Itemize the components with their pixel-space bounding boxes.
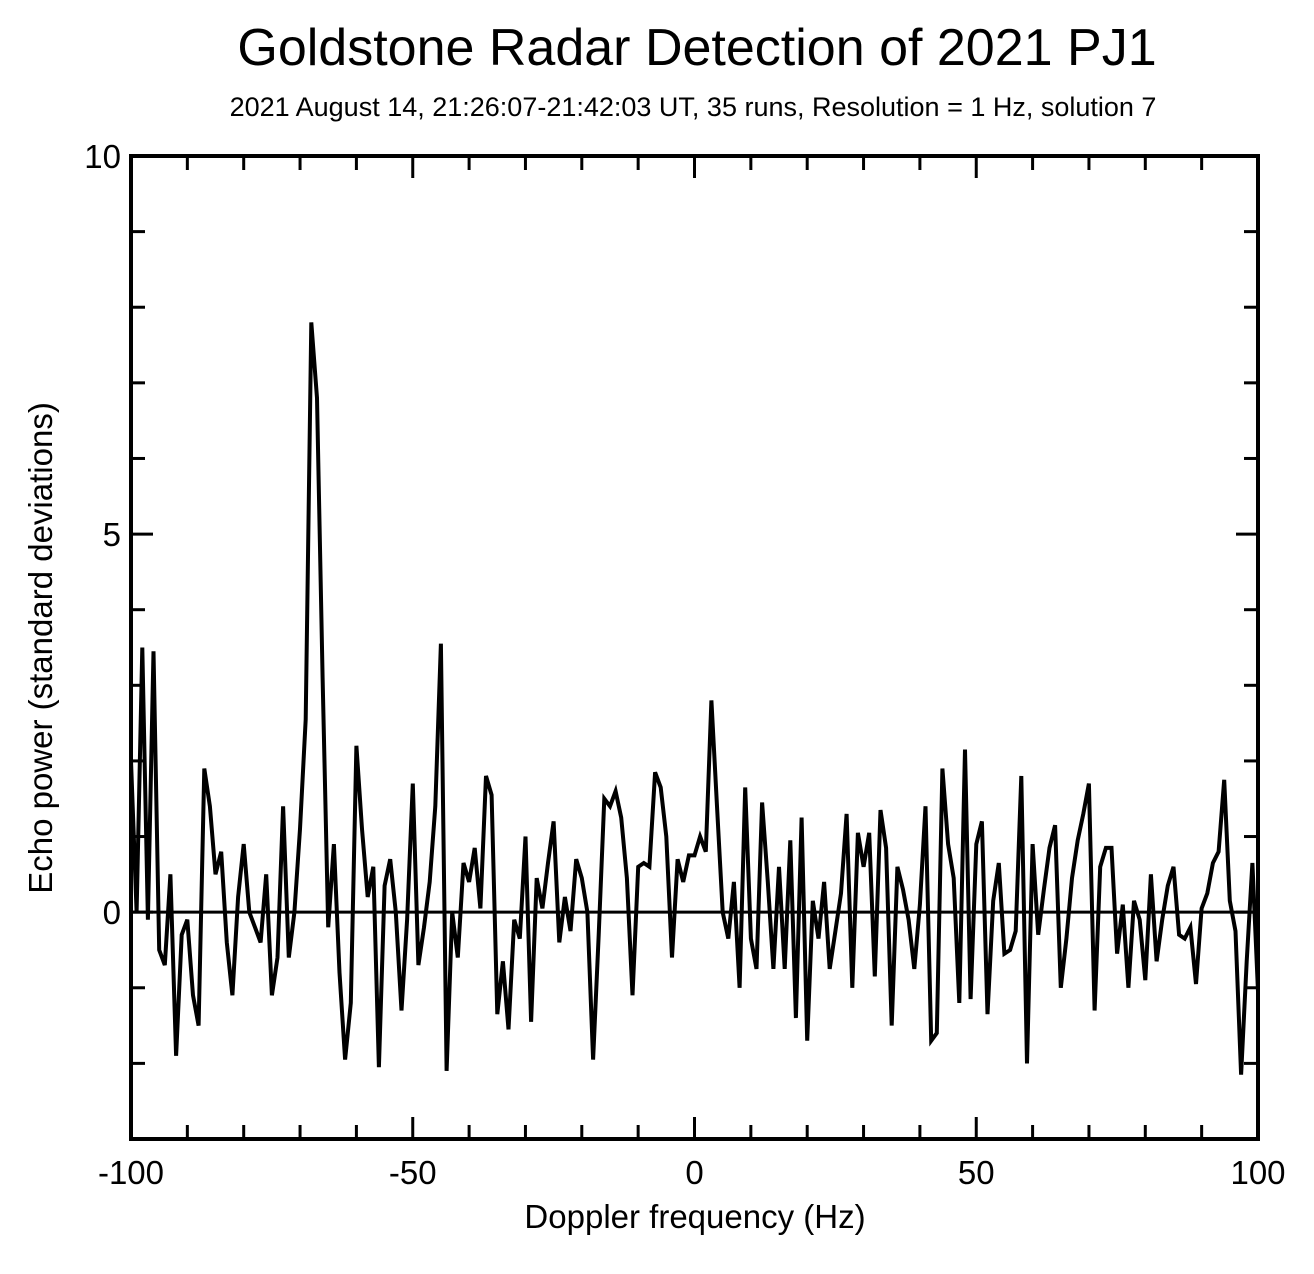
y-tick-label: 10 <box>84 138 121 175</box>
x-axis-label: Doppler frequency (Hz) <box>524 1198 865 1235</box>
axis-ticks <box>129 154 1260 1141</box>
y-tick-label: 0 <box>103 894 121 931</box>
x-tick-label: -50 <box>389 1154 437 1191</box>
tick-labels: -100 -50 0 50 100 0 5 10 <box>84 138 1285 1191</box>
chart-subtitle: 2021 August 14, 21:26:07-21:42:03 UT, 35… <box>229 92 1157 122</box>
chart-title: Goldstone Radar Detection of 2021 PJ1 <box>237 19 1157 77</box>
plot-frame <box>129 154 1260 1141</box>
x-tick-label: 100 <box>1230 1154 1285 1191</box>
y-axis-label: Echo power (standard deviations) <box>22 402 59 894</box>
y-tick-label: 5 <box>103 516 121 553</box>
x-tick-label: 50 <box>958 1154 995 1191</box>
echo-power-series <box>129 322 1260 1075</box>
x-tick-label: 0 <box>685 1154 703 1191</box>
x-tick-label: -100 <box>98 1154 164 1191</box>
